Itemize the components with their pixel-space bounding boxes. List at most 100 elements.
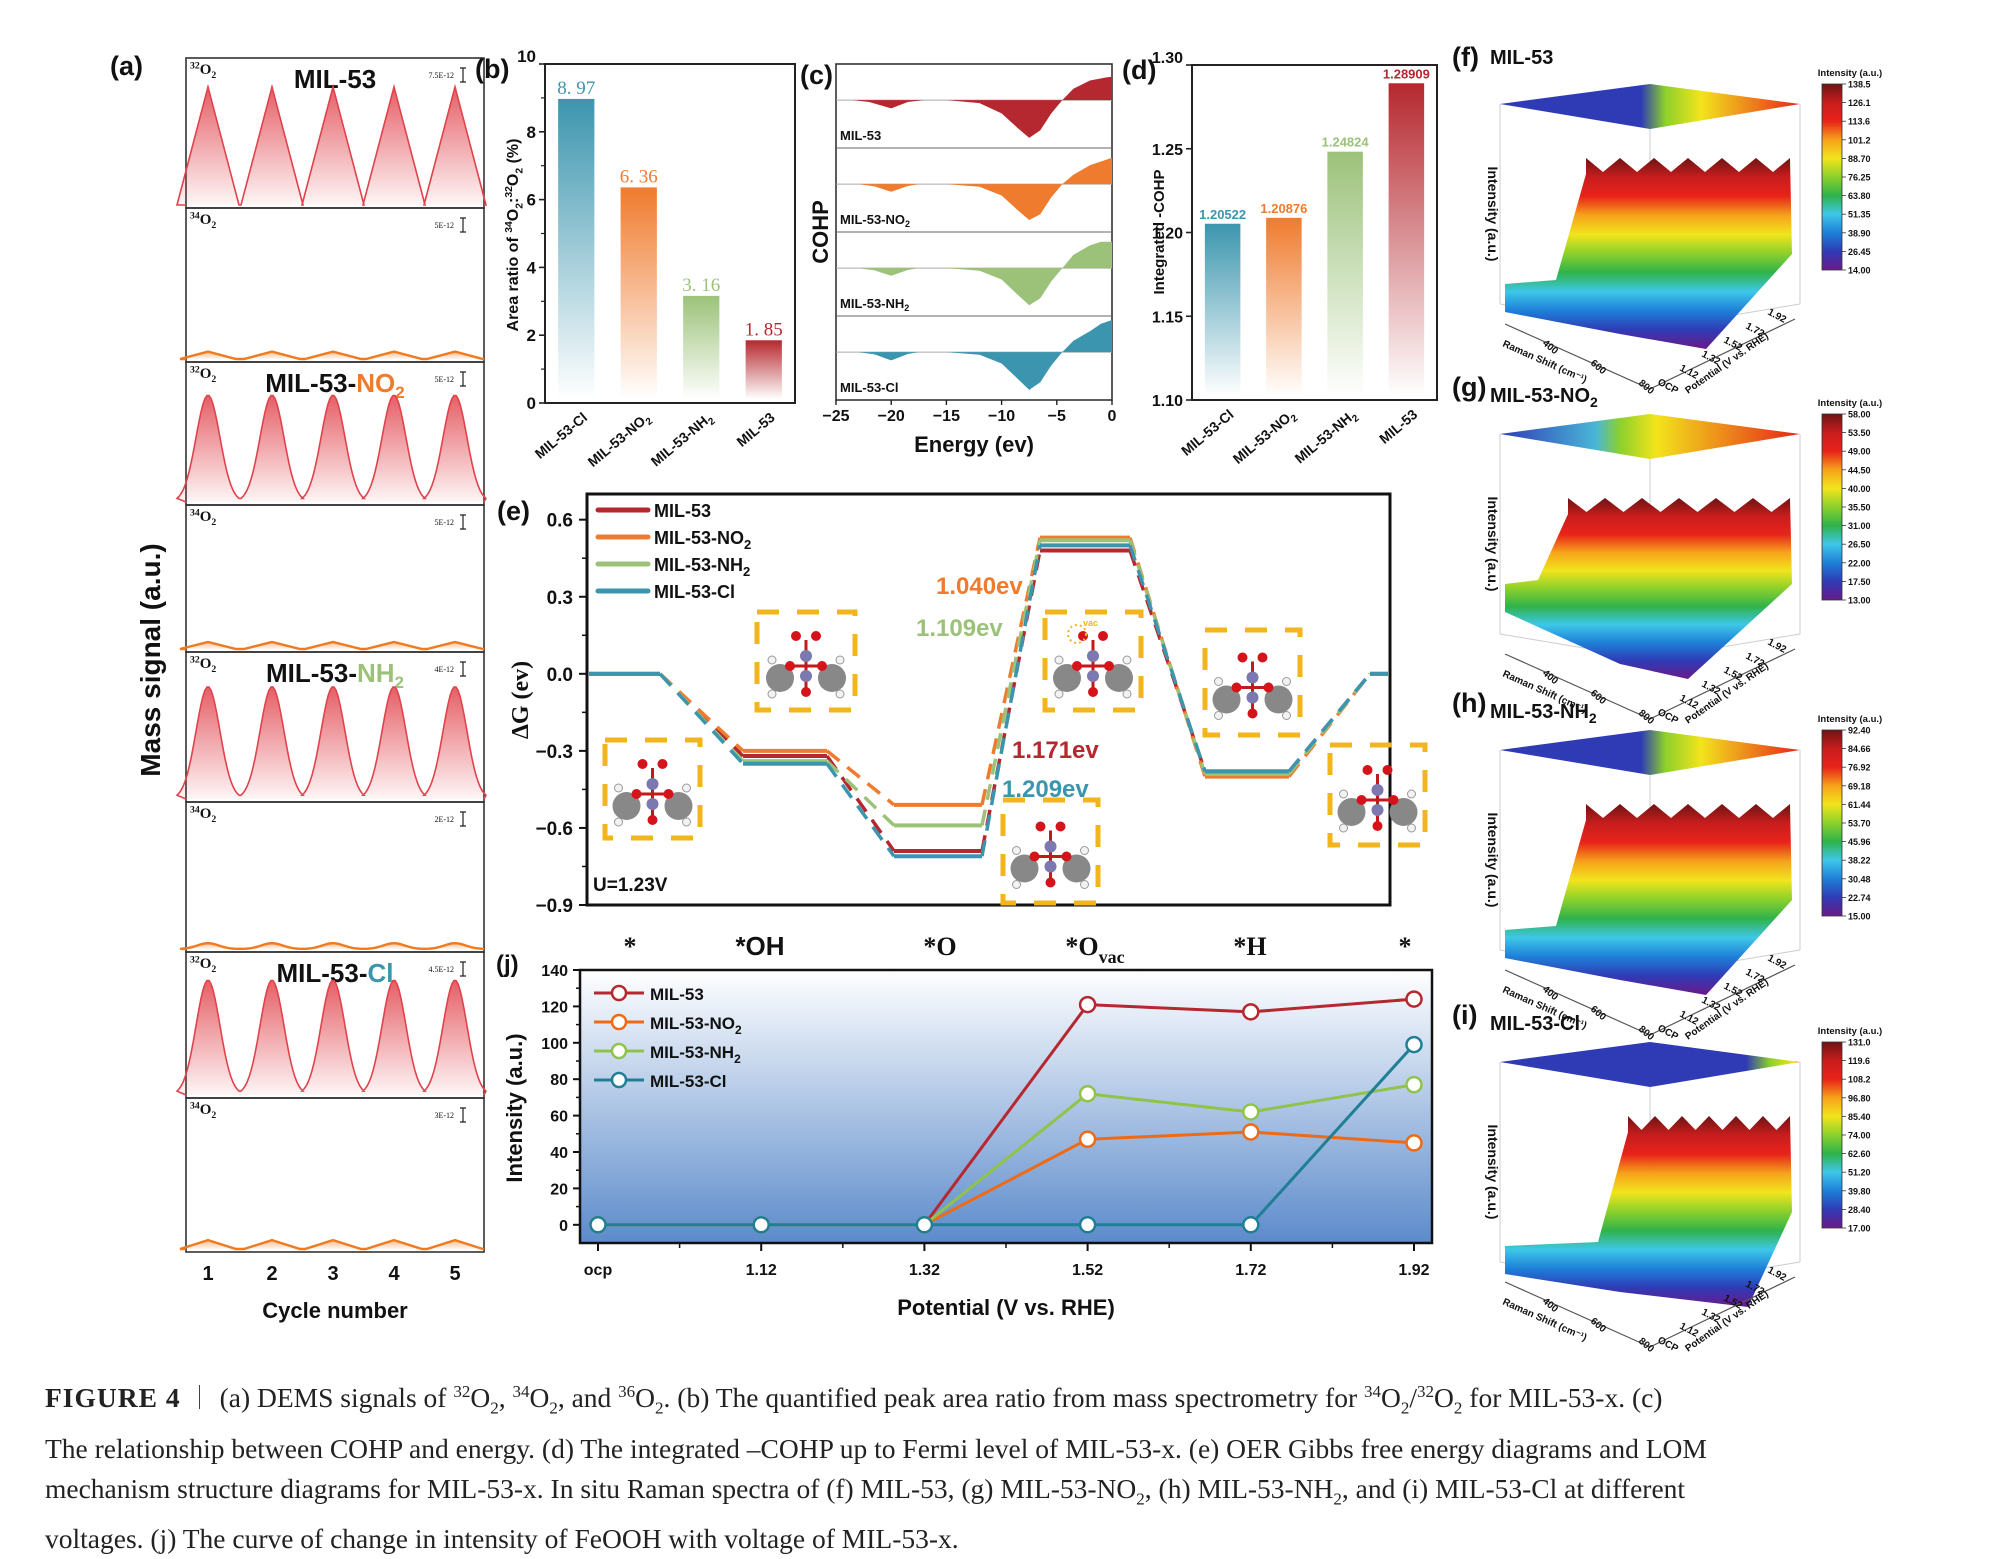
transition-line <box>980 545 1042 857</box>
plot-background <box>578 968 1434 1245</box>
panel-title: MIL-53-NO2 <box>1490 385 1598 410</box>
subscript: 2 <box>211 220 216 231</box>
legend-label: MIL-53-Cl <box>650 1072 727 1091</box>
hydrogen-atom-icon <box>1012 880 1021 889</box>
molecule-structure-icon <box>1010 821 1091 889</box>
x-tick-label: MIL-53-NO2 <box>585 409 656 473</box>
caption-subscript: 2 <box>490 1398 499 1418</box>
subscript: 2 <box>211 374 216 385</box>
y-tick-label: 8 <box>527 123 536 142</box>
bar <box>558 98 595 400</box>
material-base: MIL-53- <box>266 658 357 688</box>
text-run: MIL-53-NH <box>840 296 904 311</box>
data-point <box>1405 990 1423 1008</box>
y-tick-label: 1.20 <box>1152 226 1183 243</box>
subscript: 2 <box>743 564 750 579</box>
bar <box>1204 223 1241 396</box>
x-tick-label: 1.72 <box>1235 1262 1266 1279</box>
transition-line <box>1287 672 1372 773</box>
colorbar-tick-label: 30.48 <box>1848 874 1871 884</box>
bar-value-label: 6. 36 <box>620 166 658 187</box>
panel-label: (i) <box>1452 1000 1477 1030</box>
x-axis-label: Cycle number <box>262 1298 408 1323</box>
y-axis-label: Intensity (a.u.) <box>502 1033 527 1182</box>
species-label: 34​O2​ <box>190 210 216 231</box>
iron-atom-icon <box>1087 650 1099 662</box>
hydrogen-atom-icon <box>1054 655 1064 665</box>
x-tick-label: 800 <box>1636 1336 1656 1355</box>
base-axes <box>1504 318 1796 390</box>
y-tick-label: −0.9 <box>535 896 573 917</box>
x-tick-label: 600 <box>1588 358 1608 377</box>
signal-line <box>179 350 484 361</box>
legend-label: MIL-53-NO2 <box>650 1014 742 1037</box>
caption-text-run: The relationship between COHP and energy… <box>45 1432 1707 1464</box>
panel-e-gibbs-free-energy-diagram: (e) 0.60.30.0−0.3−0.6−0.9ΔG (ev)* *OH *O *Ov… <box>497 492 1428 967</box>
subscript: 2 <box>644 416 656 428</box>
scale-label: 5E-12 <box>434 221 454 230</box>
transition-line <box>1128 544 1207 772</box>
caption-text: (a) DEMS signals of 32O2, 34O2, and 36O2… <box>220 1382 1663 1418</box>
x-tick-label: MIL-53-Cl <box>1178 406 1237 459</box>
base-axes <box>1504 648 1796 720</box>
signal-fill <box>177 86 486 205</box>
text-run: O <box>200 509 212 525</box>
colorbar-tick-label: 119.6 <box>1848 1056 1870 1066</box>
material-subscript: 2 <box>395 673 404 692</box>
text-run: O <box>200 366 212 382</box>
transition-line <box>1128 549 1207 772</box>
scale-label: 7.5E-12 <box>428 71 454 80</box>
colorbar-tick-label: 22.74 <box>1848 893 1871 903</box>
projection-plane <box>1500 414 1800 459</box>
panel-a-dems: (a) Mass signal (a.u.) 32​O2​ 7.5E-12 MIL-53… <box>110 51 488 1323</box>
subscript: 2 <box>211 70 216 81</box>
data-point <box>1242 1123 1260 1141</box>
colorbar-tick-label: 88.70 <box>1848 154 1871 164</box>
subscript: 2 <box>904 303 909 313</box>
material-base: MIL-53- <box>277 958 368 988</box>
colorbar-tick-label: 53.50 <box>1848 428 1871 438</box>
species-label: 32​O2​ <box>190 654 216 675</box>
colorbar-tick-label: 62.60 <box>1848 1149 1871 1159</box>
step-label: * <box>624 932 637 961</box>
x-tick-label: −25 <box>822 408 849 425</box>
barrier-annotation: 1.040ev <box>936 573 1023 600</box>
colorbar-tick-label: 113.6 <box>1848 117 1870 127</box>
iron-atom-icon <box>800 650 812 662</box>
colorbar-tick-label: 61.44 <box>1848 800 1871 810</box>
subplot-frame <box>185 207 485 363</box>
hydrogen-atom-icon <box>1282 677 1291 686</box>
bar <box>1327 151 1363 396</box>
y-tick-label: 1.92 <box>1766 953 1789 972</box>
y-tick-label: 20 <box>550 1181 568 1198</box>
y-tick-label: OCP <box>1656 707 1681 727</box>
superscript: 34 <box>190 1100 200 1111</box>
hydrogen-atom-icon <box>614 783 623 793</box>
panel-label: (b) <box>475 54 509 84</box>
text-run: MIL-53-Cl <box>840 380 899 395</box>
colorbar-tick-label: 44.50 <box>1848 465 1871 475</box>
species-label: 32​O2​ <box>190 364 216 385</box>
text-run: O <box>200 806 212 822</box>
carbon-cluster-icon <box>766 664 794 692</box>
step-label: *O <box>923 932 956 961</box>
x-tick-label: MIL-53-Cl <box>532 409 591 462</box>
colorbar-tick-label: 108.2 <box>1848 1075 1871 1085</box>
caption-text-run: , and <box>557 1382 619 1414</box>
y-axis-label: Mass signal (a.u.) <box>135 543 166 776</box>
step-label: *H <box>1233 932 1266 961</box>
figure-caption: FIGURE 4 (a) DEMS signals of 32O2, 34O2, … <box>45 1372 1965 1559</box>
material-title: MIL-53-Cl <box>277 958 394 988</box>
iron-atom-icon <box>1044 860 1057 873</box>
structure-inset-box <box>1000 797 1101 906</box>
text-run: MIL-53-NO <box>840 212 905 227</box>
subplot-frame <box>185 504 485 653</box>
y-tick-label: 1.92 <box>1766 1265 1789 1284</box>
panel-title: MIL-53 <box>1490 47 1553 69</box>
superscript: 34 <box>504 221 515 233</box>
iron-atom-icon <box>1246 691 1259 704</box>
caption-superscript: 34 <box>1364 1382 1382 1401</box>
signal-line <box>175 979 487 1096</box>
bar-value-label: 1.20876 <box>1260 201 1307 216</box>
